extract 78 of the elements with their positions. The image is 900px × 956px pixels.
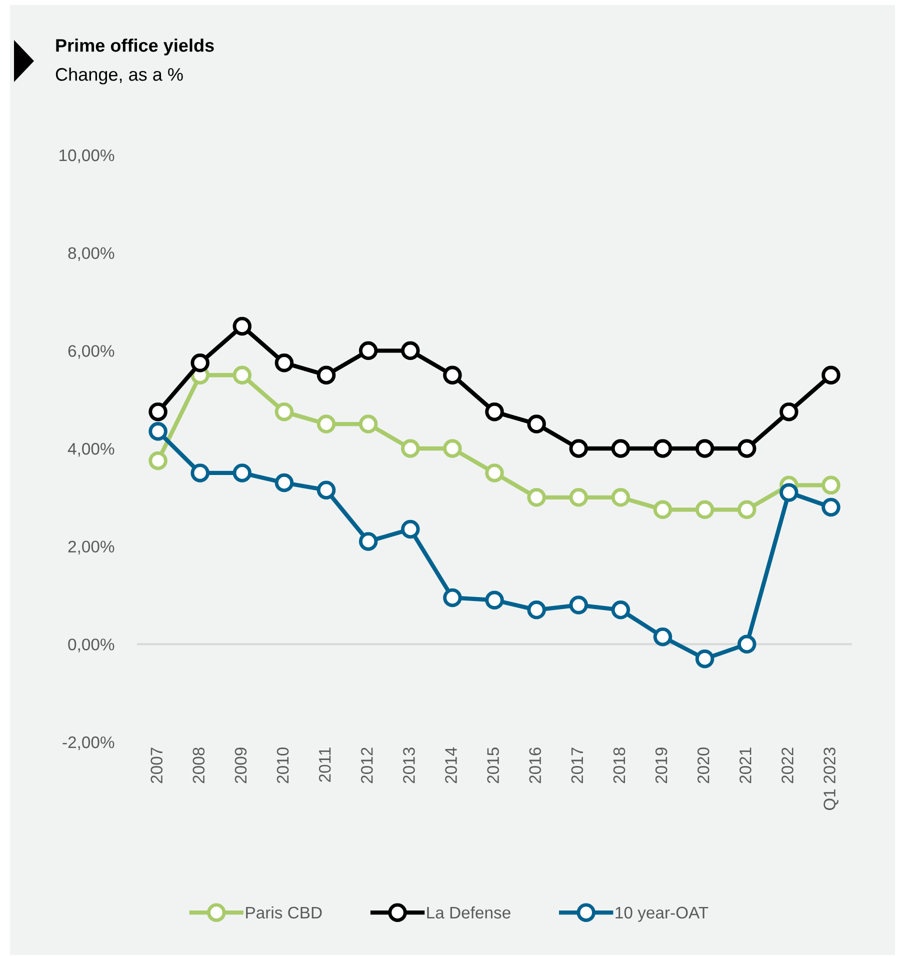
point — [569, 596, 588, 614]
x-tick-label: 2018 — [613, 748, 626, 784]
point — [695, 439, 714, 458]
point — [148, 422, 168, 441]
x-tick-label: 2010 — [276, 748, 289, 784]
point — [401, 520, 420, 539]
point — [822, 366, 840, 384]
legend-label: Paris CBD — [246, 906, 322, 919]
point — [653, 500, 672, 520]
y-tick-label: 0,00% — [68, 638, 114, 652]
x-tick-label: 2009 — [234, 748, 247, 784]
y-tick-label: 4,00% — [68, 442, 114, 457]
point — [527, 414, 546, 434]
point — [148, 402, 168, 422]
point — [695, 649, 714, 668]
x-tick-label: 2022 — [782, 748, 794, 784]
point — [527, 600, 546, 620]
legend-label: La Defense — [427, 906, 510, 919]
point — [822, 498, 840, 517]
point — [653, 439, 672, 458]
point — [485, 464, 504, 482]
point — [190, 354, 210, 372]
point — [358, 532, 378, 551]
point — [485, 402, 504, 422]
point — [780, 483, 798, 502]
x-tick-label: 2020 — [697, 748, 710, 784]
legend-label: 10 year-OAT — [616, 906, 708, 922]
x-tick-label: 2011 — [318, 748, 331, 782]
point — [611, 439, 630, 458]
point — [190, 464, 210, 482]
point — [485, 590, 504, 610]
point — [401, 439, 420, 458]
point — [569, 439, 588, 458]
x-tick-label: 2007 — [150, 748, 163, 784]
y-tick-label: 2,00% — [68, 540, 114, 555]
point — [822, 476, 840, 495]
point — [527, 488, 546, 507]
chart-subtitle: Change, as a % — [56, 68, 183, 84]
point — [316, 480, 336, 500]
point — [148, 451, 168, 470]
point — [443, 588, 462, 608]
x-tick-label: 2017 — [571, 748, 584, 784]
point — [232, 366, 252, 384]
point — [316, 366, 336, 384]
point — [358, 341, 378, 360]
y-tick-label: 8,00% — [68, 247, 114, 262]
point — [443, 439, 462, 458]
point — [232, 316, 252, 336]
point — [274, 402, 294, 422]
point — [737, 500, 756, 520]
x-tick-label: 2021 — [740, 748, 752, 784]
point — [611, 488, 630, 507]
y-tick-label: -2,00% — [62, 736, 114, 750]
x-tick-label: 2015 — [487, 748, 499, 784]
point — [401, 341, 420, 360]
x-tick-label: 2014 — [445, 747, 457, 784]
x-tick-label: Q1 2023 — [824, 748, 838, 810]
point — [316, 414, 336, 434]
point — [443, 366, 462, 384]
y-tick-label: 10,00% — [60, 149, 114, 164]
y-tick-label: 6,00% — [68, 345, 114, 359]
point — [611, 600, 630, 620]
x-tick-label: 2016 — [529, 748, 542, 784]
point — [737, 439, 756, 458]
x-tick-label: 2013 — [403, 748, 415, 784]
point — [232, 464, 252, 482]
point — [274, 473, 294, 492]
point — [780, 402, 798, 422]
x-tick-label: 2008 — [192, 748, 205, 784]
point — [274, 354, 294, 372]
point — [358, 414, 378, 434]
point — [695, 500, 714, 520]
point — [737, 634, 756, 654]
x-tick-label: 2019 — [655, 748, 668, 784]
point — [569, 488, 588, 507]
point — [653, 627, 672, 646]
chart-title: Prime office yields — [56, 38, 214, 56]
x-tick-label: 2012 — [360, 748, 373, 784]
